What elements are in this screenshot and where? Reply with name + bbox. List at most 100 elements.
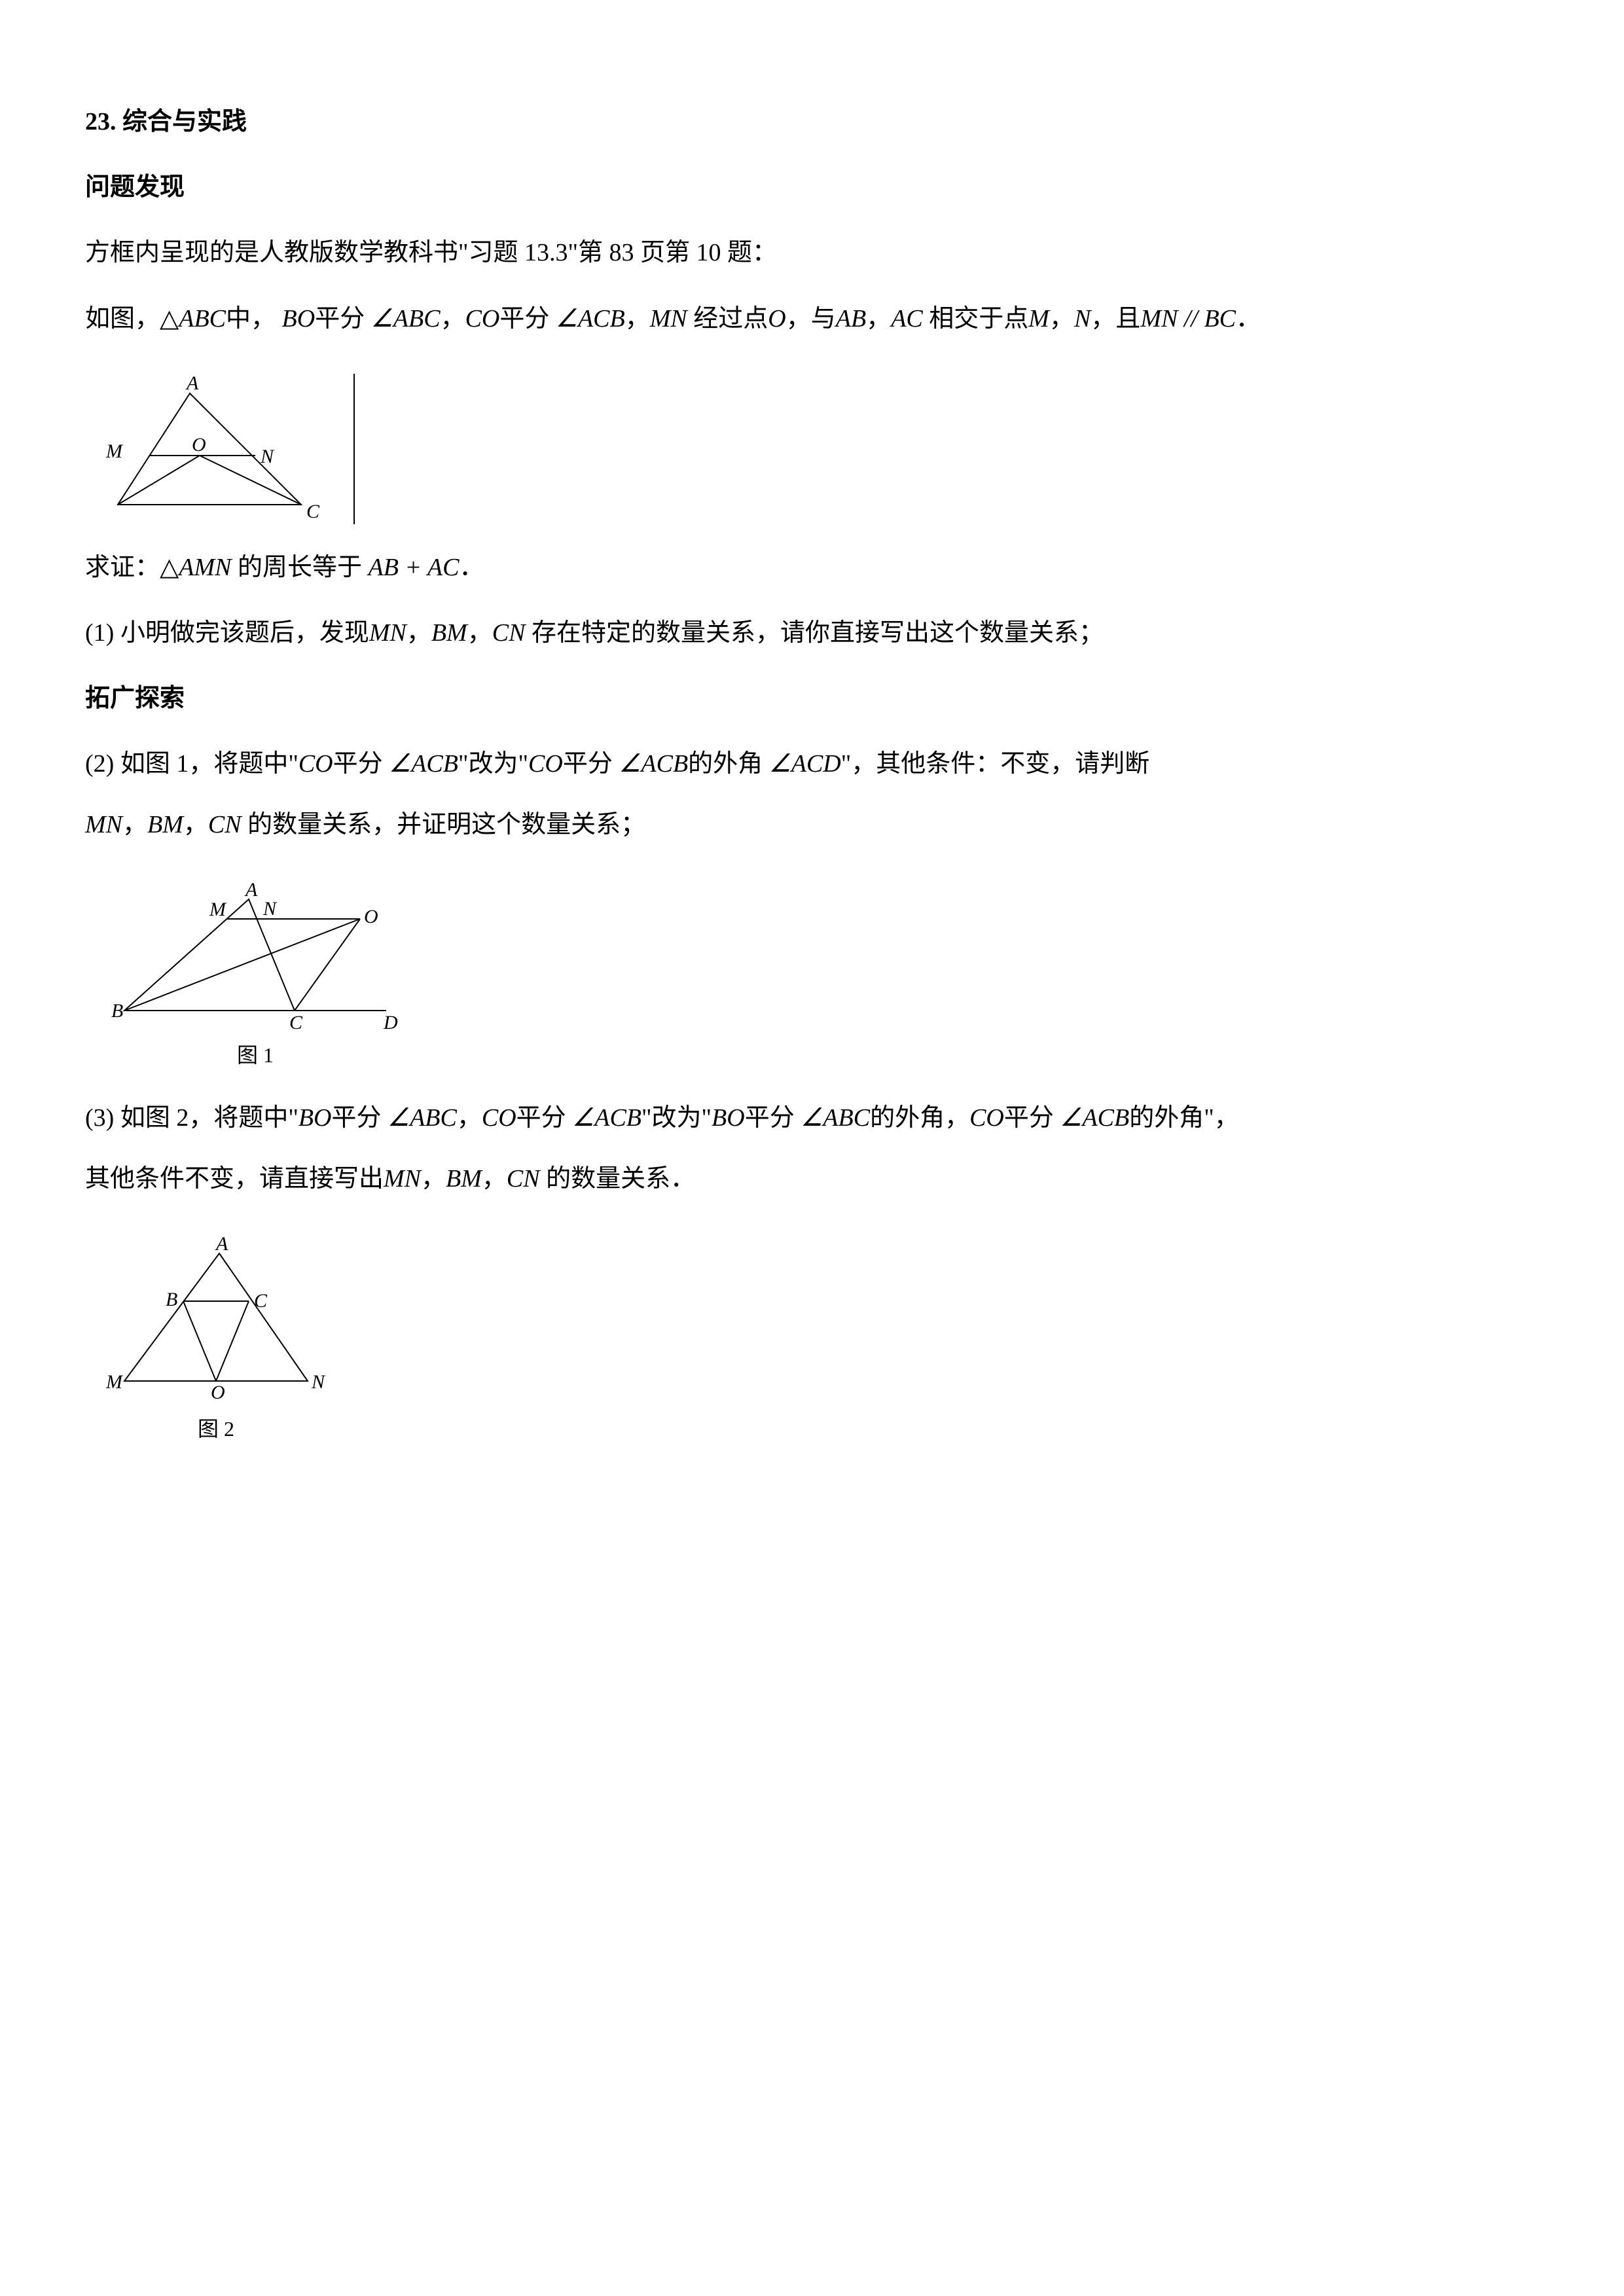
q-number: 23.: [85, 108, 117, 135]
part-3: (3) 如图 2，将题中"BO平分 ∠ABC，CO平分 ∠ACB"改为"BO平分…: [85, 1094, 1539, 1141]
fig1-label-d: D: [383, 1012, 398, 1030]
prove-statement: 求证：△AMN 的周长等于 AB + AC．: [85, 544, 1539, 591]
parallel: MN // BC: [1140, 305, 1236, 332]
fig0-label-o: O: [192, 434, 206, 456]
part2-co: CO: [298, 750, 333, 778]
part1-vars: MN: [369, 619, 406, 647]
prove-prefix: 求证：: [85, 554, 160, 581]
part3-bo: BO: [298, 1104, 332, 1132]
figure-0-container: A M N O B C: [98, 374, 355, 524]
heading-discover: 问题发现: [85, 164, 1539, 211]
part2-prefix: 如图 1，将题中": [120, 750, 298, 778]
m: M: [1028, 305, 1049, 332]
part-3-line2: 其他条件不变，请直接写出MN，BM，CN 的数量关系．: [85, 1155, 1539, 1202]
fig0-label-c: C: [306, 501, 320, 522]
part3-co2: CO: [969, 1104, 1004, 1132]
fig1-label-o: O: [364, 906, 378, 927]
part3-angle-acb2: ∠ACB: [1060, 1104, 1129, 1132]
prove-tri: △AMN: [160, 554, 231, 581]
figure-2: A B C M N O: [98, 1234, 334, 1404]
part3-exterior: 的外角，: [870, 1104, 969, 1132]
part2-vars: MN: [85, 811, 122, 838]
with: ，与: [786, 305, 836, 332]
fig0-label-a: A: [185, 374, 199, 394]
part3-bisects2: 平分: [516, 1104, 566, 1132]
part3-vars: MN: [384, 1165, 421, 1193]
fig2-label-b: B: [166, 1289, 177, 1310]
prove-mid: 的周长等于: [238, 554, 362, 581]
part1-num: (1): [85, 619, 114, 647]
part2-bisects: 平分: [333, 750, 383, 778]
fig2-label-a: A: [215, 1234, 228, 1255]
part3-bo2: BO: [712, 1104, 745, 1132]
problem-mid1: 中，: [226, 305, 276, 332]
fig2-label-c: C: [254, 1290, 268, 1312]
figure-0: A M N O B C: [98, 374, 321, 524]
and: ，且: [1091, 305, 1140, 332]
bisects1: 平分: [315, 305, 365, 332]
angle-acb: ∠ACB: [556, 305, 625, 332]
intro-text: 方框内呈现的是人教版数学教科书"习题 13.3"第 83 页第 10 题：: [85, 229, 1539, 276]
prove-expr: AB + AC: [368, 554, 459, 581]
fig0-label-m: M: [105, 440, 124, 462]
figure-1-container: A B C D M N O 图 1: [98, 880, 412, 1075]
bo: BO: [282, 305, 316, 332]
fig1-label-c: C: [289, 1012, 303, 1030]
part3-num: (3): [85, 1104, 114, 1132]
fig2-label-o: O: [211, 1382, 225, 1403]
part2-angle-acb2: ∠ACB: [619, 750, 688, 778]
part2-suffix: "，其他条件：不变，请判断: [841, 750, 1150, 778]
question-number-title: 23. 综合与实践: [85, 98, 1539, 145]
fig1-label-n: N: [262, 898, 278, 920]
prove-period: ．: [459, 554, 484, 581]
n: N: [1074, 305, 1091, 332]
part3-mid1: "改为": [641, 1104, 712, 1132]
fig1-label-b: B: [111, 1000, 123, 1022]
fig0-label-n: N: [260, 446, 275, 467]
part3-angle-abc2: ∠ABC: [801, 1104, 870, 1132]
problem-tri: △△ABCABC: [160, 305, 226, 332]
problem-statement: 如图，△△ABCABC中， BO平分 ∠ABC，CO平分 ∠ACB，MN 经过点…: [85, 295, 1539, 342]
comma2: ，: [625, 305, 650, 332]
bisects2: 平分: [499, 305, 549, 332]
part2-end: 的数量关系，并证明这个数量关系；: [247, 811, 645, 838]
problem-prefix: 如图，: [85, 305, 160, 332]
part2-mid1: "改为": [458, 750, 528, 778]
mn: MN: [650, 305, 687, 332]
part3-angle-acb: ∠ACB: [572, 1104, 641, 1132]
part-2-line2: MN，BM，CN 的数量关系，并证明这个数量关系；: [85, 801, 1539, 848]
part3-co: CO: [482, 1104, 516, 1132]
part1-prefix: 小明做完该题后，发现: [120, 619, 369, 647]
comma1: ，: [441, 305, 465, 332]
part2-num: (2): [85, 750, 114, 778]
fig1-label-a: A: [244, 880, 258, 901]
angle-abc: ∠ABC: [371, 305, 441, 332]
fig2-caption: 图 2: [98, 1409, 334, 1449]
figure-2-container: A B C M N O 图 2: [98, 1234, 334, 1449]
period: ．: [1236, 305, 1261, 332]
part2-angle-acd: ∠ACD: [769, 750, 841, 778]
through: 经过点: [693, 305, 768, 332]
title: 综合与实践: [122, 108, 247, 135]
part3-line2-prefix: 其他条件不变，请直接写出: [85, 1165, 384, 1193]
part2-co2: CO: [528, 750, 563, 778]
part3-exterior2: 的外角"，: [1129, 1104, 1239, 1132]
part2-bisects2: 平分: [563, 750, 613, 778]
ac: AC: [891, 305, 923, 332]
part3-bisects4: 平分: [1004, 1104, 1054, 1132]
part-1: (1) 小明做完该题后，发现MN，BM，CN 存在特定的数量关系，请你直接写出这…: [85, 609, 1539, 656]
figure-1: A B C D M N O: [98, 880, 412, 1030]
part3-end: 的数量关系．: [546, 1165, 695, 1193]
part-2: (2) 如图 1，将题中"CO平分 ∠ACB"改为"CO平分 ∠ACB的外角 ∠…: [85, 740, 1539, 787]
fig2-label-n: N: [311, 1371, 326, 1393]
part2-angle-acb: ∠ACB: [389, 750, 458, 778]
part3-bisects: 平分: [331, 1104, 381, 1132]
part3-angle-abc: ∠ABC: [388, 1104, 457, 1132]
part3-comma: ，: [457, 1104, 482, 1132]
part3-bisects3: 平分: [745, 1104, 795, 1132]
fig1-caption: 图 1: [98, 1035, 412, 1075]
ab: AB: [836, 305, 866, 332]
fig2-label-m: M: [105, 1371, 124, 1393]
part3-prefix: 如图 2，将题中": [120, 1104, 298, 1132]
heading-explore: 拓广探索: [85, 675, 1539, 722]
